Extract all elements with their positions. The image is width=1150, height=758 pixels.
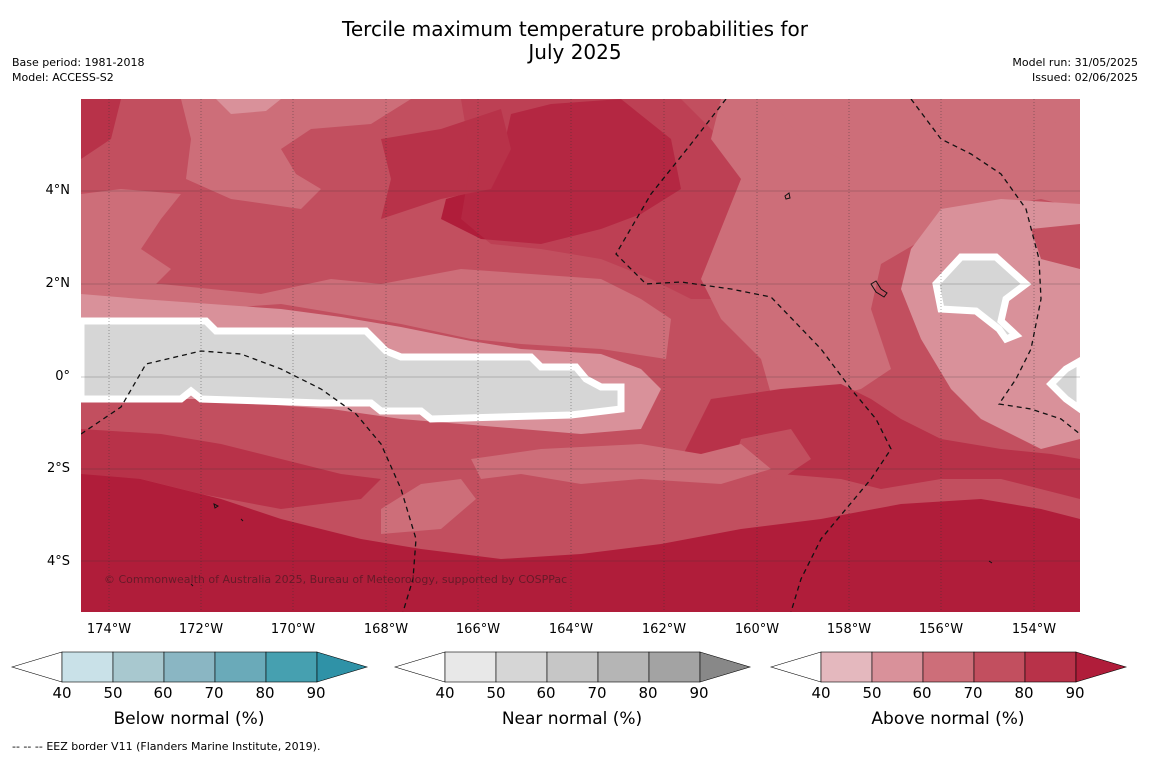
lat-label-2s: 2°S <box>46 461 70 476</box>
cbar-above-tick: 60 <box>912 684 932 702</box>
eez-legend-text: EEZ border V11 (Flanders Marine Institut… <box>46 740 321 753</box>
colorbar-above-normal <box>769 650 1128 690</box>
lon-label-154w: 154°W <box>1011 622 1057 637</box>
colorbar-extend-high <box>316 651 369 683</box>
colorbar-extend-low <box>10 651 63 683</box>
cbar-above-tick: 90 <box>1065 684 1085 702</box>
lon-label-172w: 172°W <box>178 622 224 637</box>
colorbar-below-title: Below normal (%) <box>113 709 265 729</box>
lon-label-156w: 156°W <box>918 622 964 637</box>
cbar-below-tick: 70 <box>204 684 224 702</box>
meta-right: Model run: 31/05/2025 Issued: 02/06/2025 <box>1012 55 1138 85</box>
shading-region <box>81 149 121 179</box>
cbar-near-tick: 90 <box>689 684 709 702</box>
issued-date: Issued: 02/06/2025 <box>1031 71 1138 84</box>
colorbar-below-normal <box>10 650 369 690</box>
lon-label-166w: 166°W <box>455 622 501 637</box>
lon-label-170w: 170°W <box>270 622 316 637</box>
shading-region <box>701 99 1080 399</box>
copyright-text: © Commonwealth of Australia 2025, Bureau… <box>104 573 568 586</box>
shading-region <box>381 479 476 534</box>
model-name: Model: ACCESS-S2 <box>12 71 114 84</box>
colorbar-near-swatches <box>393 651 752 683</box>
lon-label-164w: 164°W <box>548 622 594 637</box>
shading-region <box>81 99 121 159</box>
model-run: Model run: 31/05/2025 <box>1012 56 1138 69</box>
shading-region <box>81 464 1080 612</box>
base-period: Base period: 1981-2018 <box>12 56 145 69</box>
colorbar-swatch <box>871 651 924 683</box>
cbar-below-tick: 60 <box>153 684 173 702</box>
cbar-below-tick: 90 <box>306 684 326 702</box>
eez-border <box>81 99 1080 612</box>
cbar-below-tick: 80 <box>255 684 275 702</box>
lon-label-162w: 162°W <box>641 622 687 637</box>
shading-region <box>461 99 781 299</box>
lat-label-0: 0° <box>55 369 70 384</box>
colorbar-below-swatches <box>10 651 369 683</box>
eez-legend-dash: -- -- -- <box>12 740 43 753</box>
probability-map: © Commonwealth of Australia 2025, Bureau… <box>81 99 1080 612</box>
colorbar-swatch <box>495 651 548 683</box>
colorbar-swatch <box>820 651 873 683</box>
colorbar-extend-low <box>769 651 822 683</box>
cbar-near-tick: 60 <box>536 684 556 702</box>
lat-label-2n: 2°N <box>45 276 71 291</box>
colorbar-above-title: Above normal (%) <box>871 709 1025 729</box>
title-line-1: Tercile maximum temperature probabilitie… <box>342 17 808 41</box>
cbar-near-tick: 50 <box>486 684 506 702</box>
colorbar-swatch <box>214 651 267 683</box>
map-svg <box>81 99 1080 612</box>
shading-region <box>181 99 411 209</box>
colorbar-swatch <box>265 651 318 683</box>
eez-legend: -- -- -- EEZ border V11 (Flanders Marine… <box>12 740 320 753</box>
meta-left: Base period: 1981-2018 Model: ACCESS-S2 <box>12 55 144 85</box>
cbar-above-tick: 70 <box>963 684 983 702</box>
near-normal-region <box>932 253 1032 344</box>
islands <box>190 192 993 587</box>
shading-region <box>1031 224 1080 269</box>
colorbar-swatch <box>163 651 216 683</box>
cbar-below-tick: 40 <box>52 684 72 702</box>
cbar-above-tick: 50 <box>862 684 882 702</box>
shading-region <box>471 444 771 484</box>
lat-label-4n: 4°N <box>45 183 71 198</box>
colorbar-swatch <box>1024 651 1077 683</box>
lon-label-160w: 160°W <box>734 622 780 637</box>
lon-label-174w: 174°W <box>86 622 132 637</box>
near-normal-region <box>1046 356 1080 414</box>
cbar-below-tick: 50 <box>103 684 123 702</box>
colorbar-near-title: Near normal (%) <box>501 709 643 729</box>
near-normal-region <box>81 317 625 423</box>
colorbar-swatch <box>61 651 114 683</box>
colorbar-swatch <box>973 651 1026 683</box>
colorbar-swatch <box>922 651 975 683</box>
colorbar-near-normal <box>393 650 752 690</box>
lon-label-168w: 168°W <box>363 622 409 637</box>
colorbar-swatch <box>112 651 165 683</box>
colorbar-above-swatches <box>769 651 1128 683</box>
title-line-2: July 2025 <box>528 40 622 64</box>
colorbar-extend-high <box>699 651 752 683</box>
graticule-lat <box>81 190 1080 562</box>
colorbar-extend-low <box>393 651 446 683</box>
cbar-near-tick: 40 <box>435 684 455 702</box>
colorbar-swatch <box>648 651 701 683</box>
cbar-above-tick: 40 <box>811 684 831 702</box>
shading-region <box>216 99 281 114</box>
lon-label-158w: 158°W <box>826 622 872 637</box>
lat-label-4s: 4°S <box>46 554 70 569</box>
colorbar-swatch <box>444 651 497 683</box>
colorbar-extend-high <box>1075 651 1128 683</box>
shading-region <box>81 269 671 359</box>
shading-region <box>771 99 1080 159</box>
shading-region <box>81 189 181 289</box>
colorbar-swatch <box>597 651 650 683</box>
colorbar-swatch <box>546 651 599 683</box>
cbar-near-tick: 70 <box>587 684 607 702</box>
cbar-near-tick: 80 <box>638 684 658 702</box>
chart-title: Tercile maximum temperature probabilitie… <box>0 18 1150 64</box>
cbar-above-tick: 80 <box>1014 684 1034 702</box>
